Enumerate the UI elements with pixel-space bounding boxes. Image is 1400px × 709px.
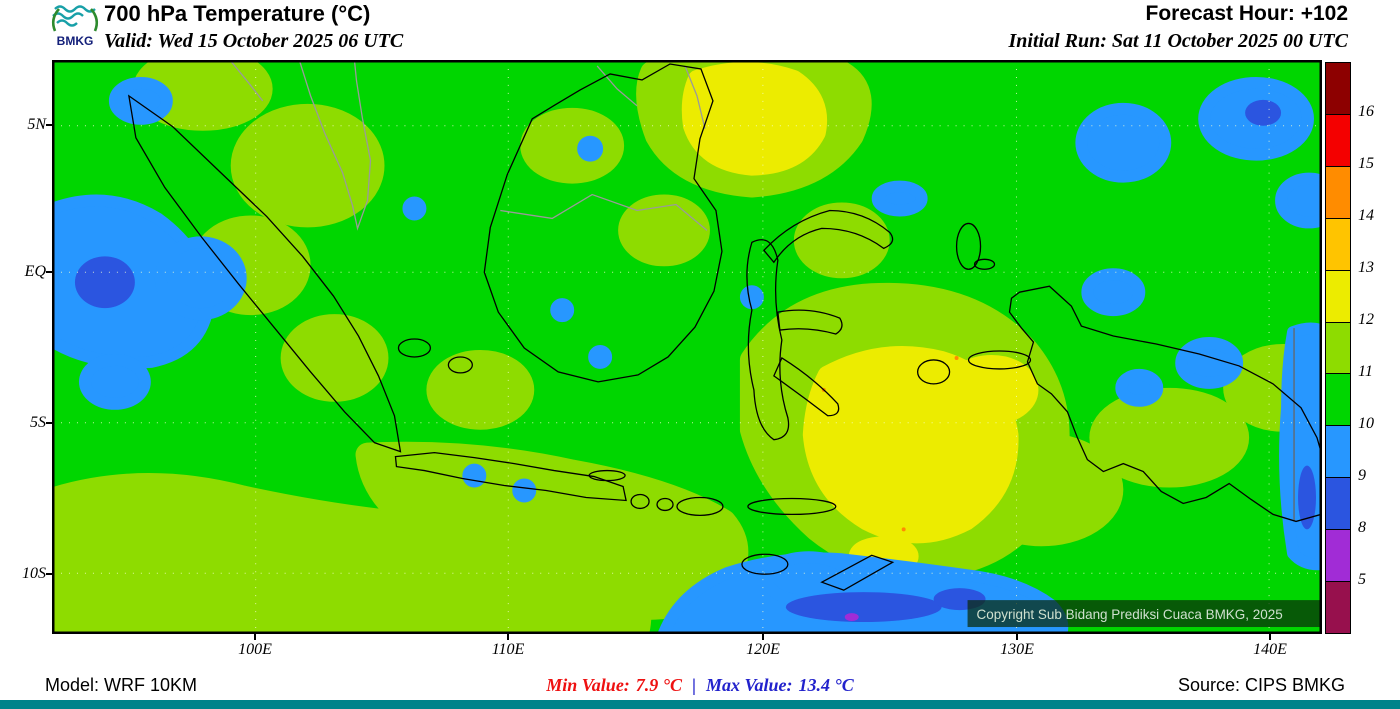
colorbar-segment xyxy=(1326,217,1350,270)
lat-label-5n: 5N xyxy=(27,116,46,133)
lon-label-110e: 110E xyxy=(491,641,525,658)
lat-label-10s: 10S xyxy=(22,565,46,582)
colorbar-segment xyxy=(1326,581,1350,633)
colorbar-segment xyxy=(1326,113,1350,166)
colorbar-labels: 16 15 14 13 12 11 10 9 8 5 xyxy=(1358,62,1394,634)
logo-waves-icon xyxy=(52,5,96,27)
source-label: Source: CIPS BMKG xyxy=(1177,675,1345,695)
colorbar-label: 10 xyxy=(1358,415,1374,432)
map-border xyxy=(53,61,1321,633)
bmkg-logo: BMKG xyxy=(51,5,99,48)
colorbar-label: 9 xyxy=(1358,467,1366,484)
colorbar-label: 15 xyxy=(1358,155,1374,172)
initial-run: Initial Run: Sat 11 October 2025 00 UTC xyxy=(1008,30,1349,52)
lon-label-100e: 100E xyxy=(238,641,272,658)
lon-tick xyxy=(254,634,256,640)
lon-tick xyxy=(507,634,509,640)
logo-laurel-icon xyxy=(51,8,99,32)
colorbar-label: 16 xyxy=(1358,103,1374,120)
colorbar-label: 12 xyxy=(1358,311,1374,328)
minmax-separator: | xyxy=(692,675,696,695)
lon-tick xyxy=(1269,634,1271,640)
model-label: Model: WRF 10KM xyxy=(45,675,198,695)
lat-tick xyxy=(46,271,52,273)
colorbar-segment xyxy=(1326,165,1350,218)
colorbar-segment xyxy=(1326,63,1350,114)
forecast-hour: Forecast Hour: +102 xyxy=(1145,2,1349,25)
weather-map: Copyright Sub Bidang Prediksi Cuaca BMKG… xyxy=(52,60,1322,634)
colorbar-segment xyxy=(1326,269,1350,322)
max-value-label: Max Value: xyxy=(705,675,793,695)
lon-label-130e: 130E xyxy=(1000,641,1034,658)
lon-tick xyxy=(1016,634,1018,640)
max-value: 13.4 °C xyxy=(798,675,854,695)
lat-label-5s: 5S xyxy=(30,414,46,431)
colorbar-label: 14 xyxy=(1358,207,1374,224)
min-value-label: Min Value: xyxy=(546,675,630,695)
valid-time: Valid: Wed 15 October 2025 06 UTC xyxy=(104,30,404,52)
lat-label-eq: EQ xyxy=(24,263,46,280)
temperature-field-svg: Copyright Sub Bidang Prediksi Cuaca BMKG… xyxy=(53,61,1321,633)
logo-text: BMKG xyxy=(57,34,94,48)
lat-tick xyxy=(46,573,52,575)
page-title: 700 hPa Temperature (°C) xyxy=(104,1,371,26)
field-yellow xyxy=(681,62,1039,577)
colorbar-segment xyxy=(1326,373,1350,426)
colorbar-label: 11 xyxy=(1358,363,1373,380)
bottom-accent-bar xyxy=(0,700,1400,709)
lon-label-140e: 140E xyxy=(1253,641,1287,658)
colorbar-label: 5 xyxy=(1358,571,1366,588)
colorbar-segment xyxy=(1326,529,1350,582)
min-value: 7.9 °C xyxy=(635,675,683,695)
colorbar-segment xyxy=(1326,425,1350,478)
field-dark-blue xyxy=(74,99,1317,623)
field-purple-min xyxy=(844,613,859,622)
colorbar-segment xyxy=(1326,477,1350,530)
colorbar xyxy=(1325,62,1351,634)
minmax-values: Min Value: 7.9 °C | Max Value: 13.4 °C xyxy=(546,675,853,696)
colorbar-label: 13 xyxy=(1358,259,1374,276)
colorbar-label: 8 xyxy=(1358,519,1366,536)
foreign-borders xyxy=(230,61,1295,522)
lon-label-120e: 120E xyxy=(746,641,780,658)
map-copyright: Copyright Sub Bidang Prediksi Cuaca BMKG… xyxy=(977,607,1283,622)
coastlines xyxy=(127,63,1321,591)
lat-tick xyxy=(46,422,52,424)
colorbar-segment xyxy=(1326,321,1350,374)
lat-tick xyxy=(46,124,52,126)
lon-tick xyxy=(762,634,764,640)
copyright-overlay: Copyright Sub Bidang Prediksi Cuaca BMKG… xyxy=(967,600,1321,628)
